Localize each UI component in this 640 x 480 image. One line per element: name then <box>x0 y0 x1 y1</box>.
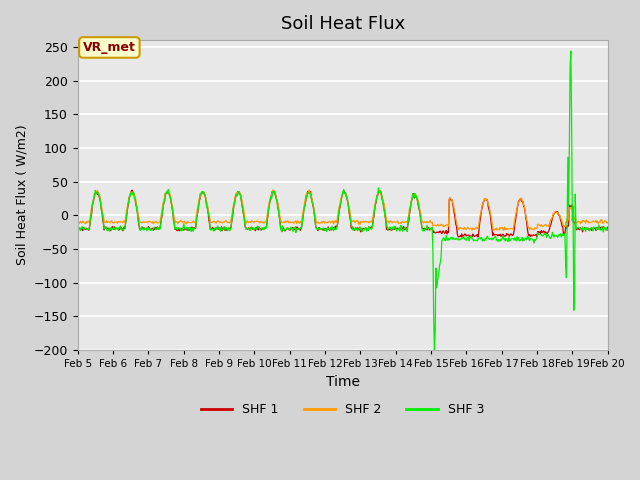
SHF 3 <box>220 226 227 231</box>
SHF 2 <box>83 220 91 226</box>
SHF 3 <box>422 226 430 232</box>
SHF 1 <box>83 226 91 232</box>
Y-axis label: Soil Heat Flux ( W/m2): Soil Heat Flux ( W/m2) <box>15 125 28 265</box>
SHF 2 <box>138 220 146 226</box>
SHF 1 <box>221 226 228 231</box>
SHF 1 <box>474 234 482 240</box>
SHF 3 <box>407 201 415 207</box>
SHF 1 <box>604 224 612 230</box>
SHF 2 <box>604 220 612 226</box>
SHF 1 <box>74 224 81 230</box>
Legend: SHF 1, SHF 2, SHF 3: SHF 1, SHF 2, SHF 3 <box>196 398 489 421</box>
SHF 1 <box>193 218 200 224</box>
SHF 3 <box>604 228 612 233</box>
SHF 3 <box>138 224 146 230</box>
SHF 1 <box>129 187 136 193</box>
SHF 2 <box>423 220 431 226</box>
SHF 3 <box>431 348 438 353</box>
SHF 2 <box>408 197 415 203</box>
Line: SHF 1: SHF 1 <box>77 190 608 237</box>
SHF 3 <box>192 224 200 230</box>
SHF 3 <box>74 229 81 235</box>
Line: SHF 3: SHF 3 <box>77 51 608 350</box>
SHF 1 <box>408 198 415 204</box>
Text: VR_met: VR_met <box>83 41 136 54</box>
Title: Soil Heat Flux: Soil Heat Flux <box>280 15 404 33</box>
SHF 2 <box>500 228 508 233</box>
SHF 1 <box>423 227 431 233</box>
SHF 3 <box>83 227 91 232</box>
X-axis label: Time: Time <box>326 374 360 389</box>
SHF 2 <box>74 221 81 227</box>
SHF 2 <box>305 187 313 193</box>
SHF 2 <box>220 219 227 225</box>
SHF 1 <box>139 224 147 230</box>
Line: SHF 2: SHF 2 <box>77 190 608 230</box>
SHF 3 <box>567 48 575 54</box>
SHF 2 <box>192 218 200 224</box>
